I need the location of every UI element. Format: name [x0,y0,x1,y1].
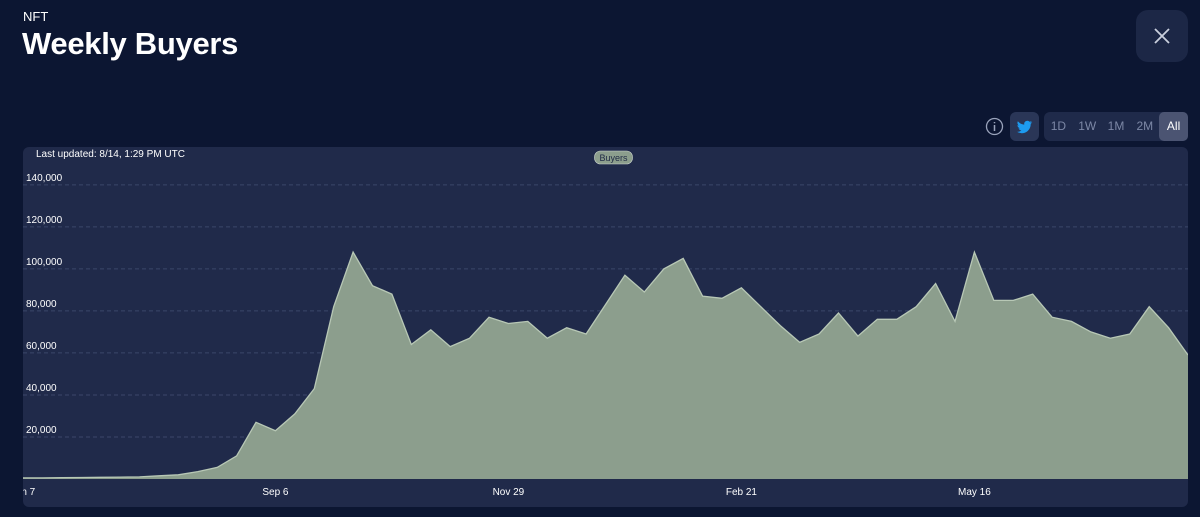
x-tick-label: Feb 21 [726,487,758,498]
y-tick-label: 40,000 [26,383,57,394]
info-button[interactable] [985,117,1004,141]
y-tick-label: 120,000 [26,215,63,226]
x-axis: Jun 7 Sep 6 Nov 29 Feb 21 May 16 [11,487,991,498]
range-button[interactable]: 1W [1078,119,1097,133]
range-button[interactable]: 1D [1050,119,1067,133]
x-tick-label: May 16 [958,487,991,498]
last-updated: Last updated: 8/14, 1:29 PM UTC [36,149,185,160]
range-button[interactable]: 2M [1136,119,1154,133]
title: Weekly Buyers [22,26,239,61]
range-button[interactable]: 1M [1107,119,1125,133]
x-tick-label: Nov 29 [493,487,525,498]
legend-label: Buyers [599,153,628,163]
range-selector: 1D 1W 1M 2M All [1044,112,1188,141]
range-button[interactable]: All [1159,112,1188,141]
info-icon [985,117,1004,136]
y-tick-label: 80,000 [26,299,57,310]
subtitle: NFT [23,9,49,24]
twitter-icon [1017,120,1033,134]
y-tick-label: 100,000 [26,257,63,268]
close-icon [1154,28,1170,44]
area [23,252,1188,479]
x-tick-label: Sep 6 [262,487,289,498]
y-tick-label: 140,000 [26,173,63,184]
close-button[interactable] [1136,10,1188,62]
area-line [23,250,1188,479]
twitter-button[interactable] [1010,112,1039,141]
legend-chip [594,150,633,165]
y-tick-label: 60,000 [26,341,57,352]
y-tick-label: 20,000 [26,425,57,436]
x-tick-label: Jun 7 [11,487,36,498]
